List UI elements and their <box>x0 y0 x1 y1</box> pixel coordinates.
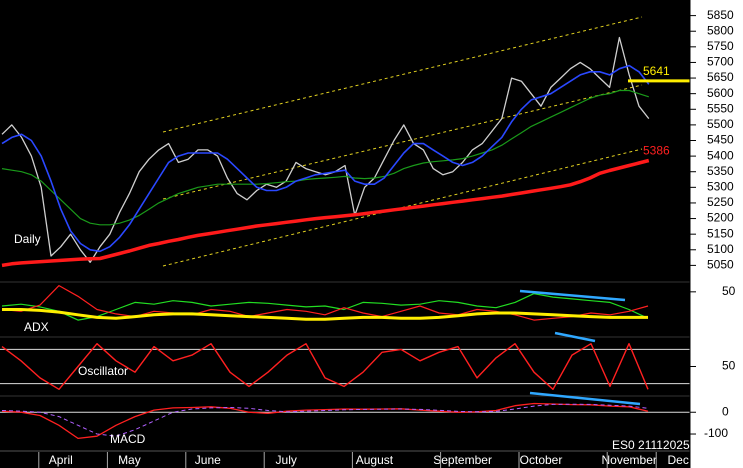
y-tick-label: 50 <box>722 359 736 373</box>
footer-note: ES0 21112025 <box>612 438 690 452</box>
annotations: 5641 5386 Daily ADX Oscillator MACD ES0 211120… <box>14 64 690 452</box>
trend-annotation <box>554 331 596 343</box>
y-tick-label: 5350 <box>707 164 734 178</box>
series-line <box>1 403 649 437</box>
x-tick-label: May <box>118 453 141 467</box>
series-line <box>1 285 649 321</box>
y-tick-label: 5600 <box>707 86 734 100</box>
x-tick-label: June <box>195 453 221 467</box>
y-tick-label: 5500 <box>707 117 734 131</box>
x-tick-label: April <box>49 453 73 467</box>
channel-line <box>162 16 643 133</box>
trend-annotation <box>529 391 641 406</box>
series-line <box>1 402 649 440</box>
series-line <box>1 343 649 390</box>
x-tick-label: Dec <box>668 453 689 467</box>
y-tick-label: 5450 <box>707 133 734 147</box>
y-tick-label: 5550 <box>707 101 734 115</box>
y-tick-label: 5200 <box>707 211 734 225</box>
y-axis: 5050510051505200525053005350540054505500… <box>689 0 743 468</box>
x-tick-label: August <box>356 453 394 467</box>
y-tick-label: 5150 <box>707 226 734 240</box>
x-tick-label: November <box>602 453 657 467</box>
panel-label: Oscillator <box>78 364 128 378</box>
series-line <box>2 308 648 321</box>
y-tick-label: 5100 <box>707 242 734 256</box>
panel-label: Daily <box>14 232 41 246</box>
x-tick-label: October <box>520 453 563 467</box>
x-tick-label: September <box>433 453 492 467</box>
trend-annotation <box>519 289 626 302</box>
y-tick-label: 5300 <box>707 180 734 194</box>
panel-label: ADX <box>24 320 49 334</box>
series-line <box>1 36 650 263</box>
series-line <box>1 158 650 268</box>
series-line <box>1 89 649 226</box>
y-tick-label: 0 <box>722 404 729 418</box>
y-tick-label: 5800 <box>707 23 734 37</box>
x-tick-label: July <box>276 453 297 467</box>
y-tick-label: 5700 <box>707 55 734 69</box>
y-tick-label: 5050 <box>707 258 734 272</box>
y-tick-label: 5650 <box>707 70 734 84</box>
panel-label: MACD <box>110 432 146 446</box>
y-tick-label: 5850 <box>707 8 734 22</box>
axis-background <box>690 0 743 468</box>
y-tick-label: 5250 <box>707 195 734 209</box>
level-label: 5386 <box>643 144 670 158</box>
y-tick-label: 50 <box>722 284 736 298</box>
y-tick-label: -100 <box>704 426 728 440</box>
plot-area: April May June July August September October No… <box>0 16 690 468</box>
series-line <box>1 64 650 253</box>
level-label: 5641 <box>643 64 670 78</box>
y-tick-label: 5750 <box>707 39 734 53</box>
channel-line <box>162 84 643 200</box>
y-tick-label: 5400 <box>707 148 734 162</box>
